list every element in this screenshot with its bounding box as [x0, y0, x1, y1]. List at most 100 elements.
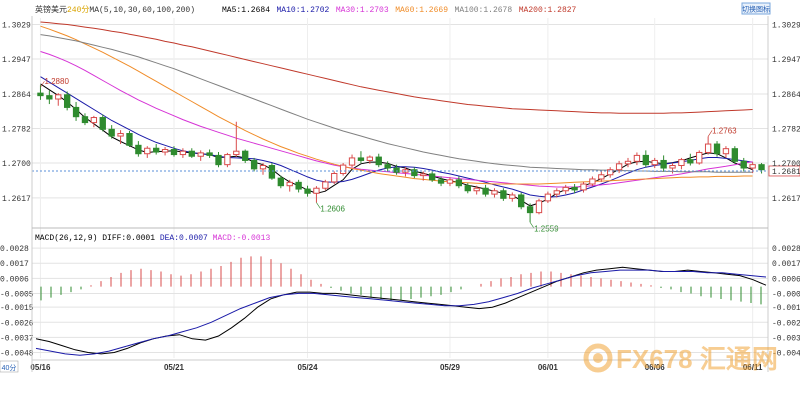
candle-body	[455, 179, 463, 187]
macd-tick-right: -0.0015	[772, 304, 800, 313]
candle-body	[518, 194, 525, 208]
current-price-line: 1.2681	[32, 165, 800, 177]
candle-body	[722, 148, 730, 155]
candle-body	[464, 185, 471, 192]
interval-badge[interactable]: 40分	[0, 360, 19, 373]
x-axis-label: 06/06	[645, 363, 666, 372]
candle-body	[740, 160, 747, 169]
macd-tick-right: -0.0037	[772, 334, 800, 343]
candle-body	[259, 165, 267, 170]
macd-header-item: MACD:-0.0013	[208, 234, 271, 243]
candle-body	[731, 148, 739, 162]
price-tick-left: 1.2782	[2, 125, 31, 134]
candle-body	[437, 179, 445, 184]
candle-body	[55, 94, 62, 100]
macd-tick-right: 0.0028	[772, 245, 800, 254]
candle-body	[713, 143, 721, 155]
candle-body	[704, 143, 712, 153]
candle-body	[206, 152, 213, 156]
toggle-icon-button[interactable]: 切换图标	[741, 2, 771, 15]
price-tick-right: 1.2617	[772, 195, 800, 204]
current-price-label: 1.2681	[772, 168, 800, 177]
candle-body	[357, 157, 365, 161]
price-tick-left: 1.2700	[2, 160, 31, 169]
candle-body	[696, 151, 703, 164]
candle-body	[491, 190, 498, 195]
candle-body	[339, 164, 347, 174]
candle-body	[135, 144, 142, 155]
candle-body	[179, 150, 187, 156]
watermark-text: FX678 汇通网	[616, 344, 778, 374]
candle-body	[758, 164, 765, 171]
candle-body	[99, 117, 106, 130]
candle-body	[393, 167, 400, 173]
candle-body	[411, 169, 418, 177]
candle-body	[250, 159, 258, 170]
candle-body	[313, 187, 320, 194]
candle-body	[544, 193, 552, 202]
candle-body	[580, 183, 587, 191]
annotation-label: 1.2559	[534, 224, 559, 233]
interval-badge-label: 40分	[2, 363, 17, 372]
candle-body	[571, 186, 578, 191]
x-axis-labels: 05/16 05/21 05/24 05/29 06/01 06/06 06/11	[30, 363, 763, 372]
candle-body	[526, 206, 534, 214]
candle-body	[624, 160, 632, 165]
candle-body	[651, 159, 658, 166]
toggle-icon-button-label: 切换图标	[742, 5, 770, 14]
candle-body	[108, 128, 115, 137]
ma-header-item: MA200:1.2827	[519, 6, 577, 15]
ma-line-ma60	[40, 25, 753, 185]
ma-line-ma200	[40, 21, 753, 114]
candle-body	[277, 177, 284, 187]
candle-body	[428, 173, 436, 181]
macd-tick-left: -0.0048	[0, 350, 34, 359]
candle-body	[322, 181, 329, 189]
ma-header-item: MA10:1.2702	[277, 6, 330, 15]
annotation-label: 1.2606	[320, 205, 345, 214]
candle-body	[749, 164, 756, 169]
annotation-leader	[529, 222, 535, 229]
macd-tick-left: 0.0017	[0, 260, 29, 269]
candle-body	[678, 159, 685, 167]
macd-lines	[35, 266, 767, 356]
candle-body	[215, 154, 222, 166]
candle-body	[615, 163, 623, 171]
candle-body	[295, 181, 302, 190]
candle-body	[348, 157, 356, 166]
macd-tick-right: -0.0026	[772, 319, 800, 328]
candle-body	[117, 133, 124, 137]
candle-body	[669, 165, 676, 169]
ma-header-item: MA30:1.2703	[336, 6, 389, 15]
price-tick-right: 1.2782	[772, 125, 800, 134]
x-axis-label: 05/29	[440, 363, 461, 372]
macd-tick-left: -0.0015	[0, 304, 34, 313]
macd-header-item: DIFF:0.0001	[97, 234, 155, 243]
candle-body	[500, 190, 507, 199]
candle-body	[660, 159, 667, 169]
watermark: FX678 汇通网	[583, 343, 778, 374]
price-axis: 1.3029 1.3029 1.2947 1.2947 1.2864 1.2864 1.27…	[2, 22, 800, 204]
x-axis-label: 06/11	[743, 363, 763, 372]
macd-tick-left: -0.0005	[0, 290, 34, 299]
annotation-leader	[707, 130, 713, 137]
candle-body	[37, 92, 44, 97]
current-price-box	[768, 165, 800, 177]
candle-body	[375, 156, 382, 166]
candle-body	[331, 173, 338, 183]
candle-body	[553, 190, 560, 195]
macd-tick-right: 0.0017	[772, 260, 800, 269]
annotation-leader	[316, 202, 321, 209]
candle-body	[607, 169, 614, 176]
candle-body	[224, 154, 231, 166]
candle-body	[126, 133, 133, 146]
candle-body	[446, 179, 454, 184]
candle-body	[153, 147, 160, 153]
candle-body	[420, 173, 427, 177]
candle-body	[286, 181, 293, 187]
candle-body	[46, 95, 53, 100]
price-tick-right: 1.3029	[772, 22, 800, 31]
price-tick-right: 1.2947	[772, 56, 800, 65]
macd-tick-right: 0.0006	[772, 275, 800, 284]
macd-header-item: MACD(26,12,9)	[35, 234, 97, 243]
